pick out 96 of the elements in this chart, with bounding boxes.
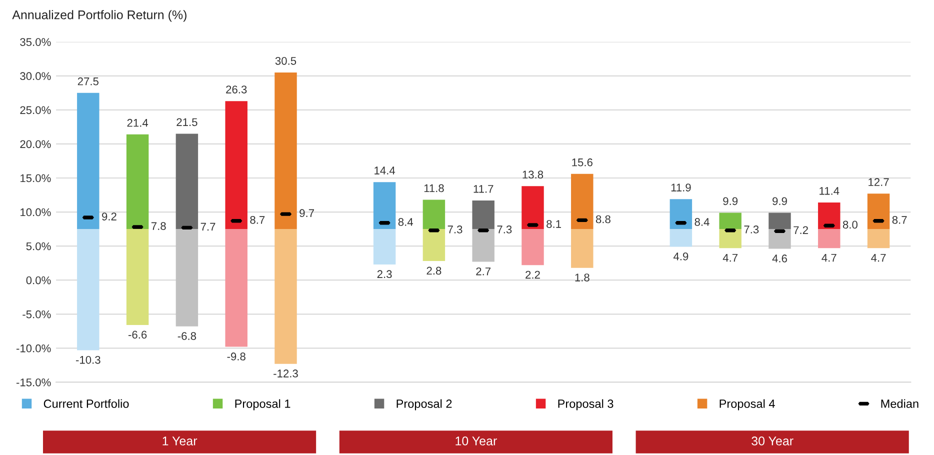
annotation: 1.8 bbox=[575, 274, 590, 282]
data-label: 8.7 bbox=[250, 216, 265, 224]
y-tick-label: 15.0% bbox=[20, 174, 51, 182]
bar bbox=[818, 202, 840, 230]
bar bbox=[422, 229, 446, 262]
annotation: 4.9 bbox=[673, 252, 688, 260]
bar bbox=[768, 229, 791, 249]
annotation: -9.8 bbox=[227, 352, 246, 360]
bar bbox=[522, 186, 544, 230]
data-label: 9.7 bbox=[300, 209, 314, 218]
bar bbox=[472, 229, 494, 262]
y-tick-label: 35.0% bbox=[20, 38, 51, 46]
data-label: 9.2 bbox=[102, 212, 116, 220]
annotation: 9.9 bbox=[772, 197, 787, 206]
annotation: 2.3 bbox=[377, 270, 392, 278]
data-label: 8.0 bbox=[842, 220, 858, 229]
annotation: 26.3 bbox=[226, 86, 247, 94]
annotation: 2.2 bbox=[526, 270, 540, 279]
bar bbox=[818, 229, 840, 248]
bar bbox=[522, 229, 544, 266]
annotation: 11.7 bbox=[474, 185, 494, 193]
y-tick-label: 0.0% bbox=[26, 276, 51, 284]
data-label: 7.3 bbox=[744, 226, 759, 234]
y-tick-label: -5.0% bbox=[22, 310, 51, 318]
annotation: 4.7 bbox=[722, 254, 738, 262]
annotation: 27.5 bbox=[78, 77, 98, 86]
text: 1 Year bbox=[162, 436, 198, 446]
annotation: 14.4 bbox=[374, 166, 396, 174]
annotation: -10.3 bbox=[76, 356, 100, 364]
bar bbox=[274, 229, 297, 364]
legend-label: Current Portfolio bbox=[44, 399, 129, 408]
legend-label: Proposal 2 bbox=[396, 399, 452, 410]
bar bbox=[768, 212, 791, 230]
bar bbox=[126, 134, 149, 230]
annotation: 2.8 bbox=[426, 266, 442, 275]
bar bbox=[373, 182, 396, 230]
annotation: 30.5 bbox=[275, 56, 296, 65]
annotation: 11.8 bbox=[424, 184, 444, 192]
annotation: 12.7 bbox=[868, 178, 889, 186]
data-label: 8.7 bbox=[892, 216, 907, 224]
annotation: -6.6 bbox=[128, 330, 147, 339]
bar bbox=[571, 229, 594, 268]
y-tick-label: 20.0% bbox=[20, 140, 51, 148]
legend-label: Proposal 1 bbox=[235, 399, 290, 410]
annotation: -6.8 bbox=[178, 332, 196, 340]
y-tick-label: -15.0% bbox=[16, 378, 51, 386]
annotation: 4.6 bbox=[772, 254, 787, 262]
annotation: 9.9 bbox=[723, 197, 738, 206]
data-label: 8.8 bbox=[596, 215, 610, 224]
bar bbox=[867, 194, 890, 230]
bar bbox=[225, 229, 248, 347]
legend-label: Proposal 3 bbox=[558, 399, 614, 410]
bar bbox=[373, 229, 396, 264]
data-label: 7.3 bbox=[497, 226, 512, 234]
bar bbox=[867, 229, 890, 248]
annotation: 4.7 bbox=[871, 254, 886, 262]
text: 30 Year bbox=[752, 436, 794, 446]
annotation: 11.9 bbox=[671, 184, 691, 192]
annotation: 13.8 bbox=[522, 170, 544, 179]
legend-label: Median bbox=[881, 399, 918, 408]
bar bbox=[670, 229, 692, 247]
text: 10 Year bbox=[456, 436, 497, 446]
bar bbox=[225, 101, 248, 230]
y-tick-label: 10.0% bbox=[20, 208, 51, 216]
annotation: -12.3 bbox=[274, 370, 298, 378]
data-label: 8.1 bbox=[546, 220, 561, 228]
bar bbox=[571, 174, 594, 230]
bar bbox=[472, 200, 494, 230]
bar bbox=[670, 199, 692, 230]
annotation: 21.4 bbox=[127, 118, 148, 127]
data-label: 7.7 bbox=[200, 222, 216, 231]
annotation: 2.7 bbox=[476, 267, 491, 276]
data-label: 7.2 bbox=[794, 226, 808, 234]
data-label: 8.4 bbox=[398, 218, 414, 226]
annotation: 4.7 bbox=[822, 254, 836, 262]
annotation: 11.4 bbox=[820, 187, 840, 195]
legend-label: Proposal 4 bbox=[720, 399, 775, 410]
bar bbox=[77, 92, 100, 230]
y-tick-label: -10.0% bbox=[16, 344, 51, 352]
data-label: 7.8 bbox=[151, 222, 166, 230]
y-tick-label: 5.0% bbox=[26, 242, 51, 250]
bar bbox=[176, 134, 198, 230]
data-label: 7.3 bbox=[448, 226, 462, 234]
annotation: 15.6 bbox=[572, 158, 592, 166]
bar bbox=[176, 229, 198, 326]
bar bbox=[274, 72, 297, 230]
bar bbox=[422, 200, 446, 230]
bar bbox=[719, 212, 742, 230]
bar bbox=[77, 229, 100, 350]
data-label: 8.4 bbox=[694, 218, 710, 226]
y-tick-label: 25.0% bbox=[20, 106, 51, 114]
annotation: 21.5 bbox=[176, 118, 198, 126]
y-tick-label: 30.0% bbox=[20, 72, 51, 80]
y-axis-title: Annualized Portfolio Return (%) bbox=[12, 10, 186, 22]
bar bbox=[719, 229, 742, 248]
bar bbox=[126, 229, 149, 326]
